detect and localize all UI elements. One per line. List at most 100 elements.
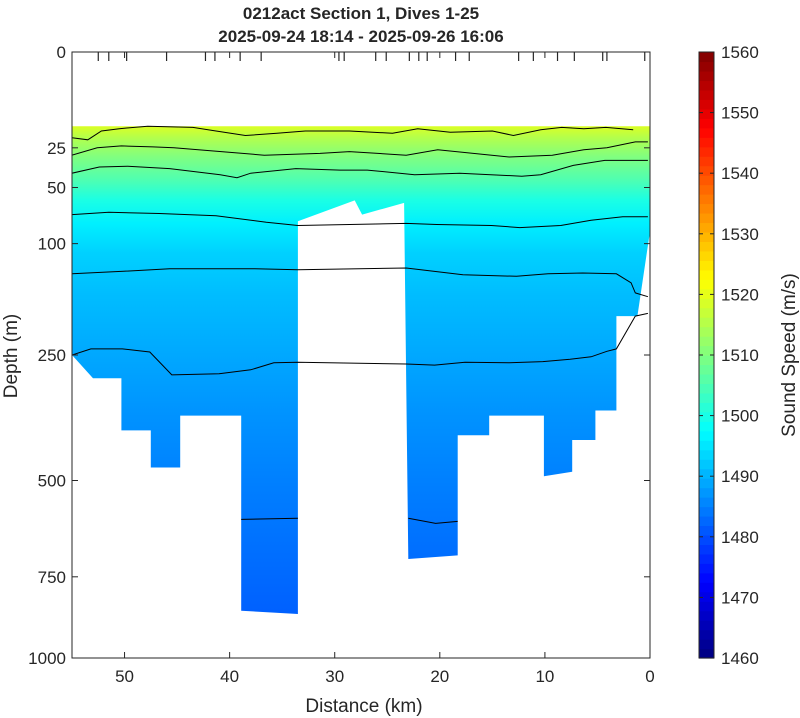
colorbar-segment xyxy=(699,648,714,659)
colorbar-tick-label: 1550 xyxy=(721,104,759,123)
contour-1505 xyxy=(72,159,648,179)
colorbar-segment xyxy=(699,629,714,640)
colorbar-tick-label: 1490 xyxy=(721,467,759,486)
contour-1484 xyxy=(408,517,458,524)
colorbar-segment xyxy=(699,336,714,347)
colorbar-segment xyxy=(699,610,714,621)
colorbar-segment xyxy=(699,620,714,631)
contour-1490 xyxy=(72,267,649,298)
colorbar-segment xyxy=(699,544,714,555)
colorbar-tick-label: 1540 xyxy=(721,164,759,183)
colorbar-segment xyxy=(699,373,714,385)
colorbar-segment xyxy=(699,241,714,252)
colorbar-segment xyxy=(699,553,714,564)
colorbar-segment xyxy=(699,137,714,148)
colorbar-segment xyxy=(699,317,714,328)
colorbar-segment xyxy=(699,99,714,110)
sound-speed-field xyxy=(72,126,650,614)
colorbar-segment xyxy=(699,288,714,299)
y-tick-label: 500 xyxy=(38,472,66,491)
colorbar-segment xyxy=(699,364,714,375)
contour-1510 xyxy=(72,141,648,158)
contour-1495 xyxy=(72,211,648,229)
colorbar-segment xyxy=(699,127,714,138)
x-tick-label: 50 xyxy=(115,667,134,686)
contour-lines xyxy=(72,125,649,524)
colorbar-tick-label: 1530 xyxy=(721,225,759,244)
colorbar-segment xyxy=(699,250,714,261)
y-tick-label: 250 xyxy=(38,346,66,365)
colorbar-segment xyxy=(699,307,714,318)
y-axis-label: Depth (m) xyxy=(1,314,22,398)
colorbar-tick-label: 1510 xyxy=(721,346,759,365)
colorbar-segment xyxy=(699,156,714,167)
colorbar-tick-label: 1460 xyxy=(721,649,759,668)
colorbar-segment xyxy=(699,572,714,583)
colorbar-segment xyxy=(699,449,714,460)
colorbar-segment xyxy=(699,591,714,602)
colorbar-segment xyxy=(699,70,714,82)
colorbar-segment xyxy=(699,298,714,309)
colorbar-segment xyxy=(699,497,714,508)
colorbar-segment xyxy=(699,355,714,366)
contour-1487 xyxy=(72,312,649,376)
colorbar-segment xyxy=(699,175,714,186)
colorbar-segment xyxy=(699,639,714,650)
colorbar-segment xyxy=(699,269,714,280)
colorbar-segment xyxy=(699,430,714,441)
y-tick-label: 50 xyxy=(47,179,66,198)
colorbar-tick-label: 1480 xyxy=(721,528,759,547)
colorbar-segment xyxy=(699,582,714,593)
colorbar-segment xyxy=(699,118,714,129)
colorbar-segment xyxy=(699,478,714,489)
colorbar-segment xyxy=(699,80,714,91)
field-fill xyxy=(72,126,650,614)
colorbar-segment xyxy=(699,326,714,337)
colorbar-segment xyxy=(699,515,714,527)
contour-1484 xyxy=(241,517,298,520)
x-tick-label: 40 xyxy=(220,667,239,686)
x-tick-label: 0 xyxy=(645,667,654,686)
dive-markers xyxy=(97,52,646,61)
colorbar-segment xyxy=(699,487,714,498)
y-tick-label: 1000 xyxy=(28,649,66,668)
colorbar-segment xyxy=(699,392,714,403)
colorbar-segment xyxy=(699,212,714,224)
colorbar-segment xyxy=(699,468,714,479)
colorbar-segment xyxy=(699,440,714,451)
chart-title-line-1: 0212act Section 1, Dives 1-25 xyxy=(243,4,479,23)
colorbar-segment xyxy=(699,146,714,157)
y-tick-label: 25 xyxy=(47,139,66,158)
x-tick-label: 10 xyxy=(535,667,554,686)
colorbar-segment xyxy=(699,89,714,100)
chart-title-line-2: 2025-09-24 18:14 - 2025-09-26 16:06 xyxy=(218,27,503,46)
colorbar-segment xyxy=(699,525,714,536)
colorbar-segment xyxy=(699,601,714,612)
colorbar-segment xyxy=(699,402,714,413)
colorbar-segment xyxy=(699,534,714,545)
colorbar-tick-label: 1560 xyxy=(721,43,759,62)
x-axis-label: Distance (km) xyxy=(305,696,422,717)
colorbar-segment xyxy=(699,345,714,356)
y-tick-label: 0 xyxy=(57,43,66,62)
colorbar-segment xyxy=(699,231,714,242)
colorbar-segment xyxy=(699,52,714,63)
colorbar-segment xyxy=(699,194,714,205)
y-tick-label: 750 xyxy=(38,568,66,587)
colorbar-tick-label: 1520 xyxy=(721,285,759,304)
y-tick-label: 100 xyxy=(38,235,66,254)
colorbar-segment xyxy=(699,184,714,195)
colorbar: 1460 1470 1480 1490 1500 1510 1520 1530 1540 1550… xyxy=(698,43,759,668)
colorbar-segment xyxy=(699,383,714,394)
x-tick-label: 30 xyxy=(325,667,344,686)
colorbar-segment xyxy=(699,61,714,72)
colorbar-tick-label: 1470 xyxy=(721,588,759,607)
x-tick-label: 20 xyxy=(430,667,449,686)
colorbar-segment xyxy=(699,165,714,176)
colorbar-segment xyxy=(699,222,714,233)
colorbar-segment xyxy=(699,563,714,574)
contour-1515 xyxy=(72,125,634,141)
colorbar-segment xyxy=(699,459,714,470)
